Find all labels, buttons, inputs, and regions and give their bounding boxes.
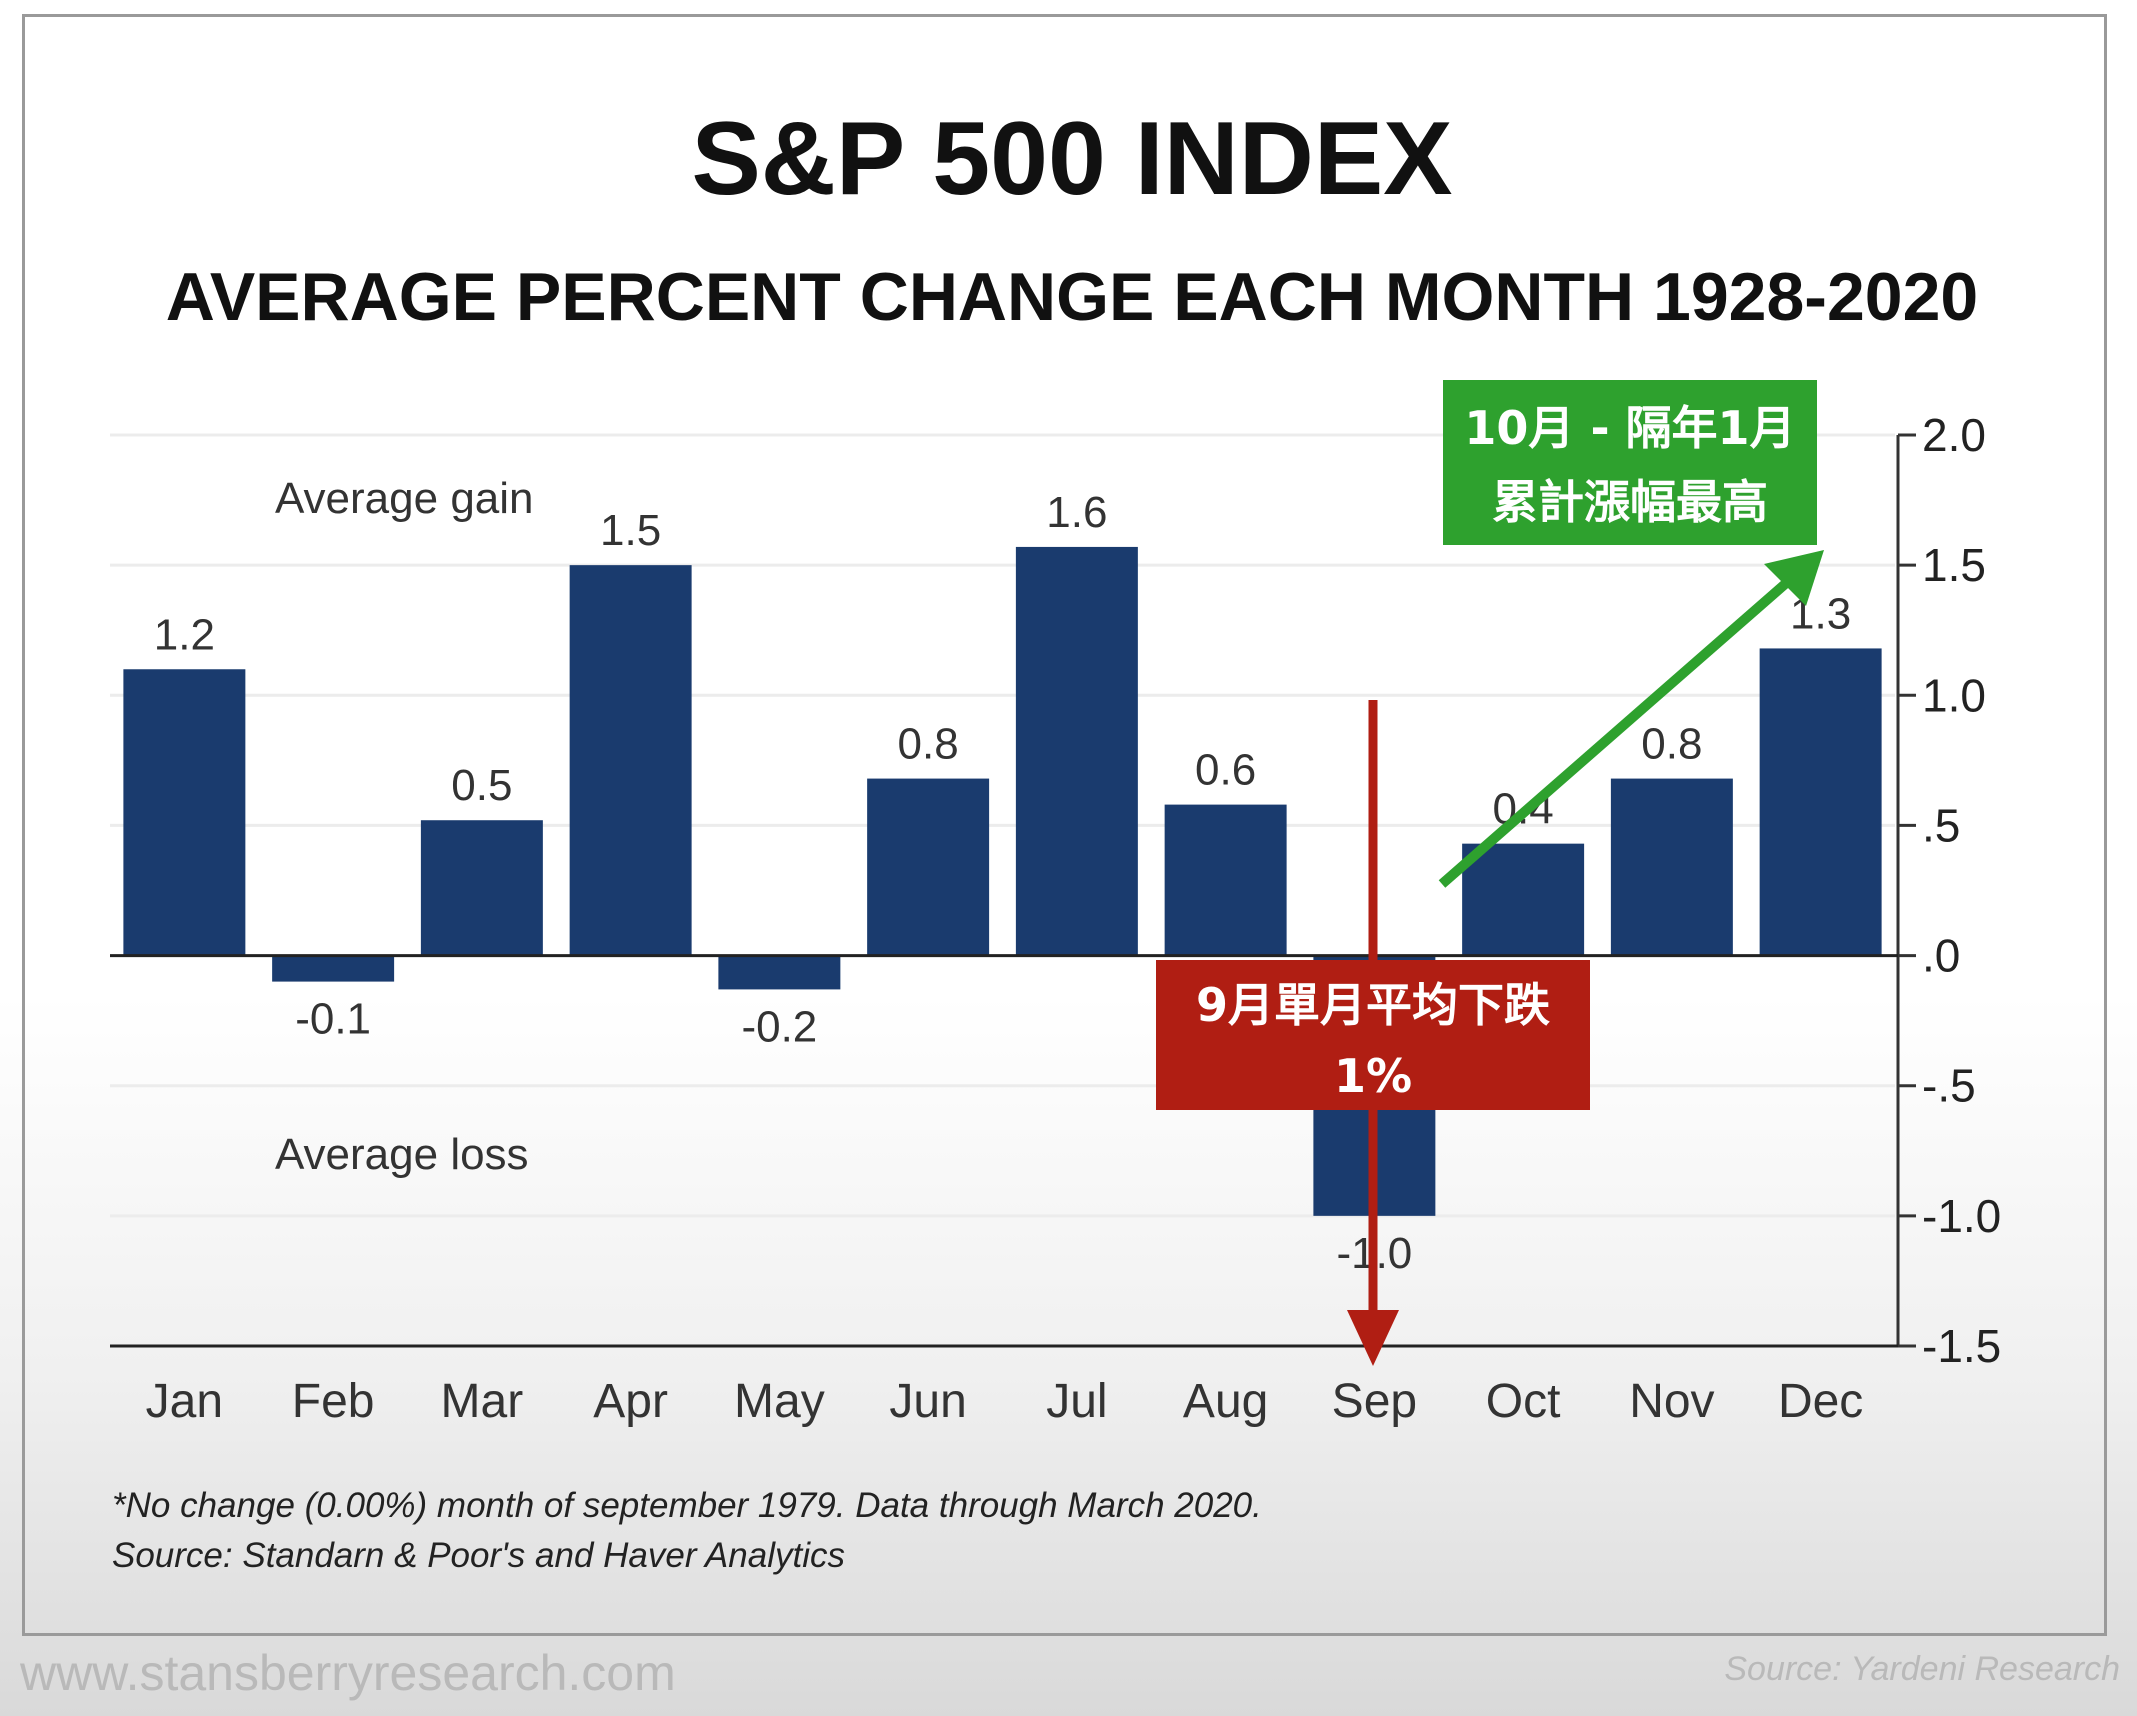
y-tick-label: 1.5 [1922, 539, 1986, 591]
bar-may [718, 955, 841, 990]
oct-jan-callout-line2: 累計漲幅最高 [1492, 475, 1768, 529]
month-label-jun: Jun [889, 1375, 966, 1428]
value-label-jun: 0.8 [898, 720, 959, 769]
y-tick-label: -.5 [1922, 1060, 1976, 1112]
bar-oct [1462, 843, 1585, 956]
y-tick-label: .5 [1922, 799, 1960, 851]
sep-callout-box [1156, 960, 1590, 1110]
y-tick-label: 2.0 [1922, 409, 1986, 461]
sep-callout-line1: 9月單月平均下跌 [1196, 978, 1550, 1032]
value-label-aug: 0.6 [1195, 746, 1256, 795]
month-label-aug: Aug [1183, 1375, 1268, 1428]
bar-jan [123, 669, 246, 956]
footnote-line2: Source: Standarn & Poor's and Haver Anal… [112, 1536, 845, 1575]
month-label-apr: Apr [593, 1375, 668, 1428]
watermark-left: www.stansberryresearch.com [19, 1645, 676, 1701]
month-label-oct: Oct [1486, 1375, 1561, 1428]
sep-callout: 9月單月平均下跌 1% [1156, 700, 1590, 1366]
watermark-right: Source: Yardeni Research [1724, 1650, 2120, 1688]
oct-jan-arrow-shaft [1438, 567, 1804, 888]
month-label-jan: Jan [146, 1375, 223, 1428]
chart-border [22, 14, 2107, 1636]
y-tick-label: -1.5 [1922, 1320, 2001, 1372]
oct-jan-arrow-head [1764, 550, 1824, 606]
average-gain-label: Average gain [275, 474, 534, 523]
sep-callout-line2: 1% [1334, 1049, 1412, 1103]
month-label-jul: Jul [1046, 1375, 1107, 1428]
oct-jan-callout-line1: 10月 - 隔年1月 [1464, 401, 1795, 455]
month-label-mar: Mar [441, 1375, 524, 1428]
month-label-nov: Nov [1629, 1375, 1714, 1428]
bar-jun [867, 778, 990, 956]
average-loss-label: Average loss [275, 1130, 529, 1179]
bar-aug [1164, 804, 1287, 956]
bar-feb [272, 955, 395, 982]
y-tick-label: -1.0 [1922, 1190, 2001, 1242]
month-labels: Jan Feb Mar Apr May Jun Jul Aug Sep Oct Nov Dec [146, 1375, 1864, 1428]
bar-mar [420, 820, 543, 956]
sep-arrow-head [1347, 1310, 1399, 1366]
footnote-line1: *No change (0.00%) month of september 19… [112, 1486, 1262, 1525]
month-label-sep: Sep [1332, 1375, 1417, 1428]
value-label-jan: 1.2 [154, 610, 215, 659]
value-label-feb: -0.1 [295, 995, 371, 1044]
bar-nov [1610, 778, 1733, 956]
y-tick-label: 1.0 [1922, 669, 1986, 721]
value-label-apr: 1.5 [600, 506, 661, 555]
chart-subtitle: AVERAGE PERCENT CHANGE EACH MONTH 1928-2… [166, 259, 1978, 335]
bar-jul [1015, 546, 1138, 956]
value-label-nov: 0.8 [1641, 720, 1702, 769]
axes: 2.0 1.5 1.0 .5 .0 -.5 -1.0 -1.5 [110, 409, 2001, 1372]
bars [123, 546, 1882, 1216]
value-label-jul: 1.6 [1046, 488, 1107, 537]
month-label-may: May [734, 1375, 825, 1428]
month-label-dec: Dec [1778, 1375, 1863, 1428]
y-tick-label: .0 [1922, 930, 1960, 982]
oct-jan-callout-box [1443, 380, 1817, 545]
oct-jan-callout: 10月 - 隔年1月 累計漲幅最高 [1438, 380, 1824, 888]
bar-apr [569, 565, 692, 956]
month-label-feb: Feb [292, 1375, 375, 1428]
value-label-may: -0.2 [741, 1002, 817, 1051]
value-label-mar: 0.5 [451, 761, 512, 810]
bar-dec [1759, 648, 1882, 956]
chart-title: S&P 500 INDEX [691, 101, 1452, 217]
